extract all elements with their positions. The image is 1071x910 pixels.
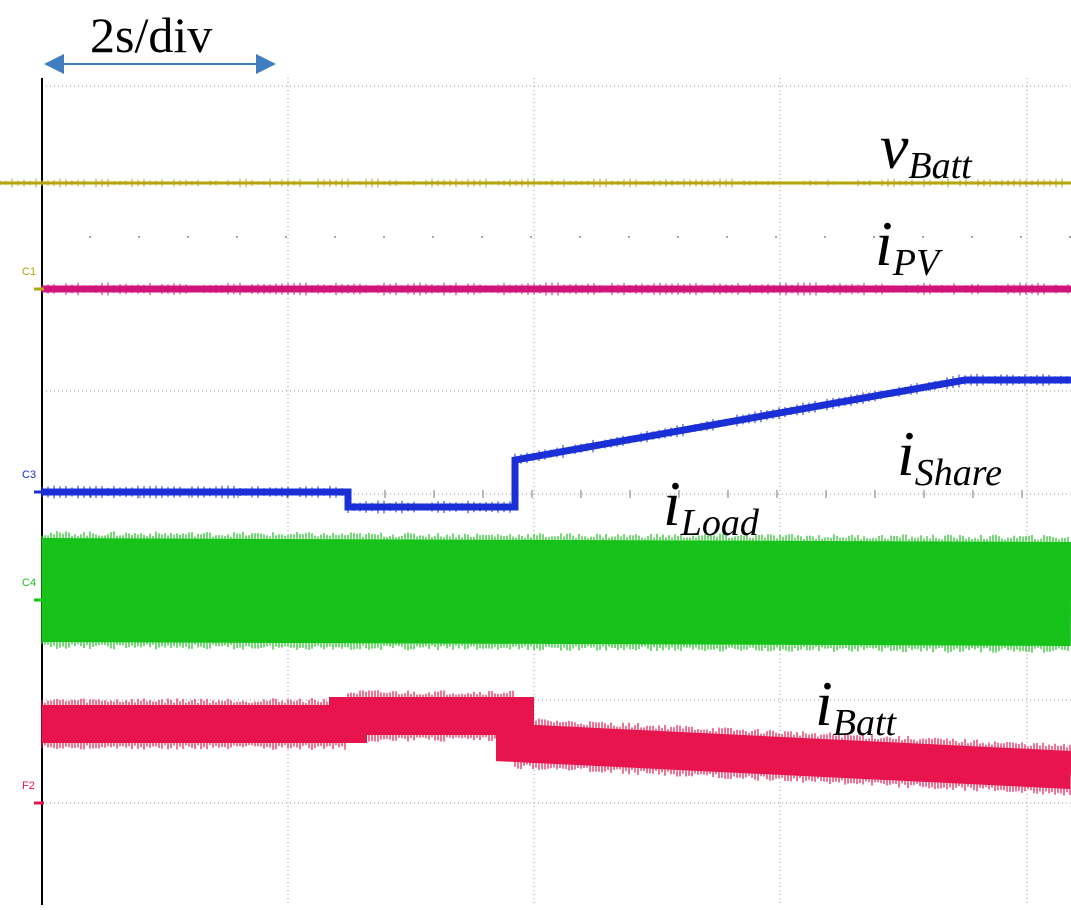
trace-i-pv <box>41 282 1071 296</box>
label-i-batt-main: i <box>815 668 833 739</box>
label-v-batt: vBatt <box>880 111 973 187</box>
grid-dot <box>432 236 434 238</box>
grid-dot <box>187 236 189 238</box>
label-i-load-main: i <box>663 468 681 539</box>
grid-dot <box>481 236 483 238</box>
label-i-load-sub: Load <box>680 502 760 544</box>
grid-dot <box>922 236 924 238</box>
grid-dot <box>89 236 91 238</box>
label-i-pv-sub: PV <box>892 242 943 284</box>
channel-label-c1: C1 <box>22 266 36 278</box>
label-i-batt: iBatt <box>815 668 898 744</box>
label-i-load: iLoad <box>663 468 760 544</box>
channel-label-c4: C4 <box>22 577 36 589</box>
label-i-pv: iPV <box>875 208 943 284</box>
trace-i-load <box>41 531 1071 653</box>
grid-dot <box>873 236 875 238</box>
grid-dot <box>334 236 336 238</box>
label-i-share-main: i <box>897 418 915 489</box>
traces <box>0 178 1071 796</box>
grid-dot <box>824 236 826 238</box>
grid-dot <box>726 236 728 238</box>
grid-dot <box>579 236 581 238</box>
channel-label-f2: F2 <box>22 780 35 792</box>
trace-i-batt <box>41 690 1071 796</box>
scale-label: 2s/div <box>90 7 212 63</box>
grid-dot <box>236 236 238 238</box>
trace-body <box>41 538 1071 646</box>
label-i-pv-main: i <box>875 208 893 279</box>
label-v-batt-main: v <box>880 111 909 182</box>
label-v-batt-sub: Batt <box>908 145 973 187</box>
grid-dot <box>775 236 777 238</box>
grid-dot <box>971 236 973 238</box>
trace-i-share <box>41 373 1071 514</box>
grid-dot <box>677 236 679 238</box>
grid-dot <box>383 236 385 238</box>
label-i-batt-sub: Batt <box>833 702 898 744</box>
channel-label-c3: C3 <box>22 469 36 481</box>
grid-dot <box>138 236 140 238</box>
label-i-share-sub: Share <box>915 452 1002 494</box>
channel-markers: C1 C3 C4 F2 <box>22 266 44 805</box>
trace-v-batt <box>0 178 1071 188</box>
grid-dot <box>530 236 532 238</box>
grid-dot <box>628 236 630 238</box>
grid-dot <box>1020 236 1022 238</box>
grid-dot <box>285 236 287 238</box>
label-i-share: iShare <box>897 418 1002 494</box>
